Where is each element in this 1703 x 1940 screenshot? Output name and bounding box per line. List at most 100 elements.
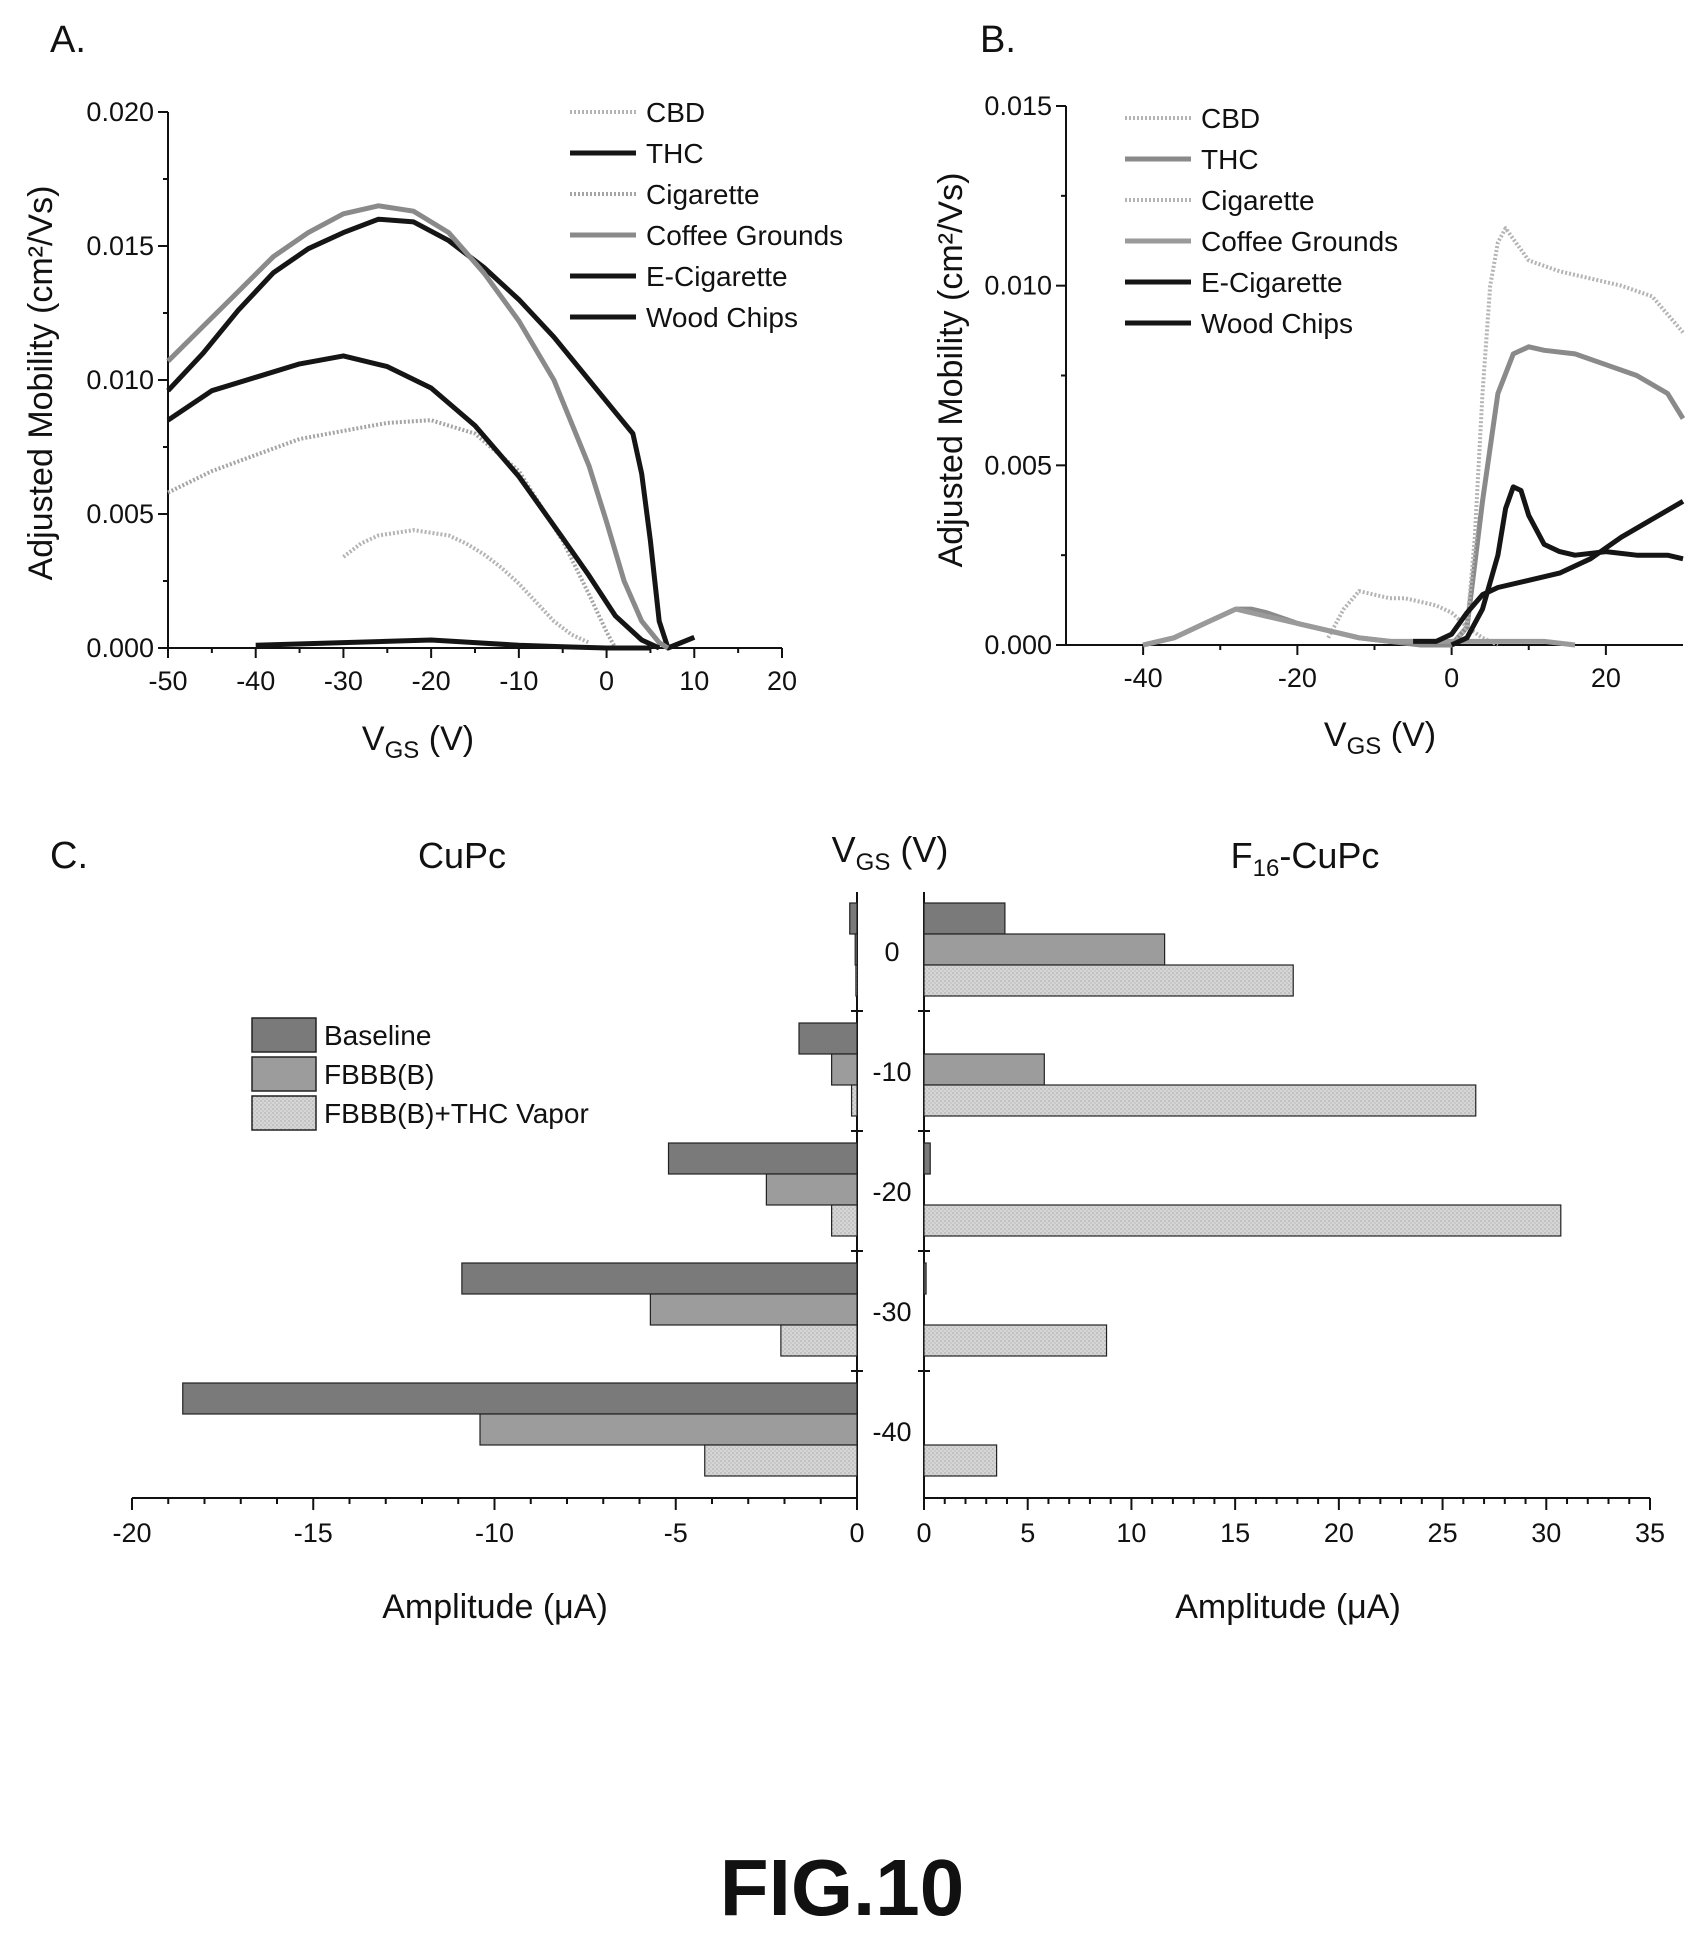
legend-label: Wood Chips (646, 302, 798, 333)
legend-label: THC (1201, 144, 1259, 175)
series-line-coffee-grounds (166, 203, 670, 651)
panel-c-center-label: VGS (V) (832, 829, 949, 876)
category-label: -30 (872, 1297, 911, 1327)
bar-cupc-fbbb (765, 1173, 858, 1206)
left-x-tick-label: -10 (475, 1518, 514, 1548)
legend-label: Wood Chips (1201, 308, 1353, 339)
legend-label: Cigarette (1201, 185, 1315, 216)
bar-cupc-fbbb (479, 1413, 858, 1446)
bar-cupc-fbbb-thc (850, 1084, 858, 1117)
bar-cupc-baseline (461, 1262, 858, 1295)
category-label: -10 (872, 1057, 911, 1087)
y-tick-label: 0.020 (86, 97, 154, 127)
panel-c-right-xlabel: Amplitude (μA) (1175, 1588, 1401, 1626)
series-line-wood-chips (1413, 499, 1685, 644)
panel-a-label: A. (50, 19, 86, 61)
series-line-thc (166, 216, 696, 651)
bar-cupc-fbbb-thc (831, 1204, 858, 1237)
bar-f16cupc-fbbb (923, 933, 1166, 966)
bar-f16cupc-fbbb-thc (923, 1444, 998, 1477)
bar-cupc-fbbb-thc (704, 1444, 858, 1477)
bar-f16cupc-baseline (923, 1262, 927, 1295)
x-tick-label: 10 (679, 666, 709, 696)
left-x-tick-label: -15 (294, 1518, 333, 1548)
panel-c-left-title: CuPc (418, 835, 506, 876)
series-line-cigarette (167, 418, 618, 649)
series-line-coffee-grounds (1142, 606, 1576, 648)
legend-swatch (251, 1017, 317, 1053)
y-tick-label: 0.000 (984, 630, 1052, 660)
legend-label: THC (646, 138, 704, 169)
legend-label: CBD (1201, 103, 1260, 134)
panel-a-chart: -50 -40 -30 -20 -10 0 10 20 0.000 0.005 0.010 0.015… (86, 97, 843, 696)
bar-cupc-baseline (667, 1142, 858, 1175)
y-tick-label: 0.005 (86, 499, 154, 529)
bar-cupc-fbbb (831, 1053, 858, 1086)
x-tick-label: -50 (148, 666, 187, 696)
right-x-tick-label: 15 (1220, 1518, 1250, 1548)
legend-label: FBBB(B)+THC Vapor (324, 1098, 589, 1129)
category-label: -40 (872, 1417, 911, 1447)
x-tick-label: 0 (599, 666, 614, 696)
right-x-tick-label: 20 (1324, 1518, 1354, 1548)
left-x-tick-label: 0 (849, 1518, 864, 1548)
legend-label: Coffee Grounds (1201, 226, 1398, 257)
figure-label: FIG.10 (720, 1843, 965, 1932)
x-tick-label: -20 (412, 666, 451, 696)
legend-label: Coffee Grounds (646, 220, 843, 251)
x-tick-label: -40 (236, 666, 275, 696)
x-tick-label: -20 (1278, 663, 1317, 693)
y-tick-label: 0.005 (984, 450, 1052, 480)
series-line-cigarette (1450, 226, 1685, 647)
series-line-thc (1142, 344, 1686, 648)
y-tick-label: 0.015 (984, 91, 1052, 121)
left-x-tick-label: -20 (112, 1518, 151, 1548)
panel-b-label: B. (980, 19, 1016, 61)
y-tick-label: 0.010 (86, 365, 154, 395)
bar-cupc-baseline (182, 1382, 858, 1415)
legend-swatch (251, 1056, 317, 1092)
category-label: 0 (884, 937, 899, 967)
x-tick-label: -10 (499, 666, 538, 696)
panel-c-chart: -20 -15 -10 -5 0 0 5 10 15 20 25 30 35 0 -10 -20 -30 -40 B… (112, 892, 1665, 1548)
y-tick-label: 0.015 (86, 231, 154, 261)
bar-f16cupc-fbbb-thc (923, 964, 1294, 997)
y-tick-label: 0.000 (86, 633, 154, 663)
category-label: -20 (872, 1177, 911, 1207)
panel-b-xlabel: VGS (V) (1324, 716, 1436, 760)
bar-f16cupc-baseline (923, 1142, 931, 1175)
legend-label: FBBB(B) (324, 1059, 434, 1090)
series-line-cbd (342, 528, 590, 645)
legend-label: Cigarette (646, 179, 760, 210)
panel-c-left-xlabel: Amplitude (μA) (382, 1588, 608, 1626)
y-tick-label: 0.010 (984, 271, 1052, 301)
panel-c-right-title: F16-CuPc (1231, 835, 1380, 882)
legend-label: CBD (646, 97, 705, 128)
x-tick-label: -40 (1124, 663, 1163, 693)
left-x-tick-label: -5 (664, 1518, 688, 1548)
right-x-tick-label: 35 (1635, 1518, 1665, 1548)
panel-b-ylabel: Adjusted Mobility (cm²/Vs) (932, 173, 970, 568)
right-x-tick-label: 0 (916, 1518, 931, 1548)
bar-cupc-fbbb (854, 933, 858, 966)
bar-f16cupc-fbbb (923, 1053, 1045, 1086)
right-x-tick-label: 5 (1020, 1518, 1035, 1548)
bar-cupc-fbbb-thc (855, 964, 859, 997)
legend-swatch (251, 1095, 317, 1131)
x-tick-label: -30 (324, 666, 363, 696)
legend-label: E-Cigarette (1201, 267, 1343, 298)
panel-a-xlabel: VGS (V) (362, 720, 474, 764)
bar-cupc-fbbb-thc (780, 1324, 858, 1357)
x-tick-label: 0 (1444, 663, 1459, 693)
bar-cupc-baseline (849, 902, 858, 935)
bar-f16cupc-fbbb-thc (923, 1204, 1562, 1237)
bar-f16cupc-fbbb-thc (923, 1324, 1108, 1357)
panel-b-chart: -40 -20 0 20 0.000 0.005 0.010 0.015 CBD THC Cigar… (984, 91, 1686, 693)
bar-f16cupc-fbbb-thc (923, 1084, 1477, 1117)
legend-label: E-Cigarette (646, 261, 788, 292)
series-line-e-cigarette (1450, 484, 1684, 648)
panel-c-label: C. (50, 835, 88, 877)
series-line-wood-chips (255, 637, 651, 651)
series-line-e-cigarette (166, 353, 661, 651)
